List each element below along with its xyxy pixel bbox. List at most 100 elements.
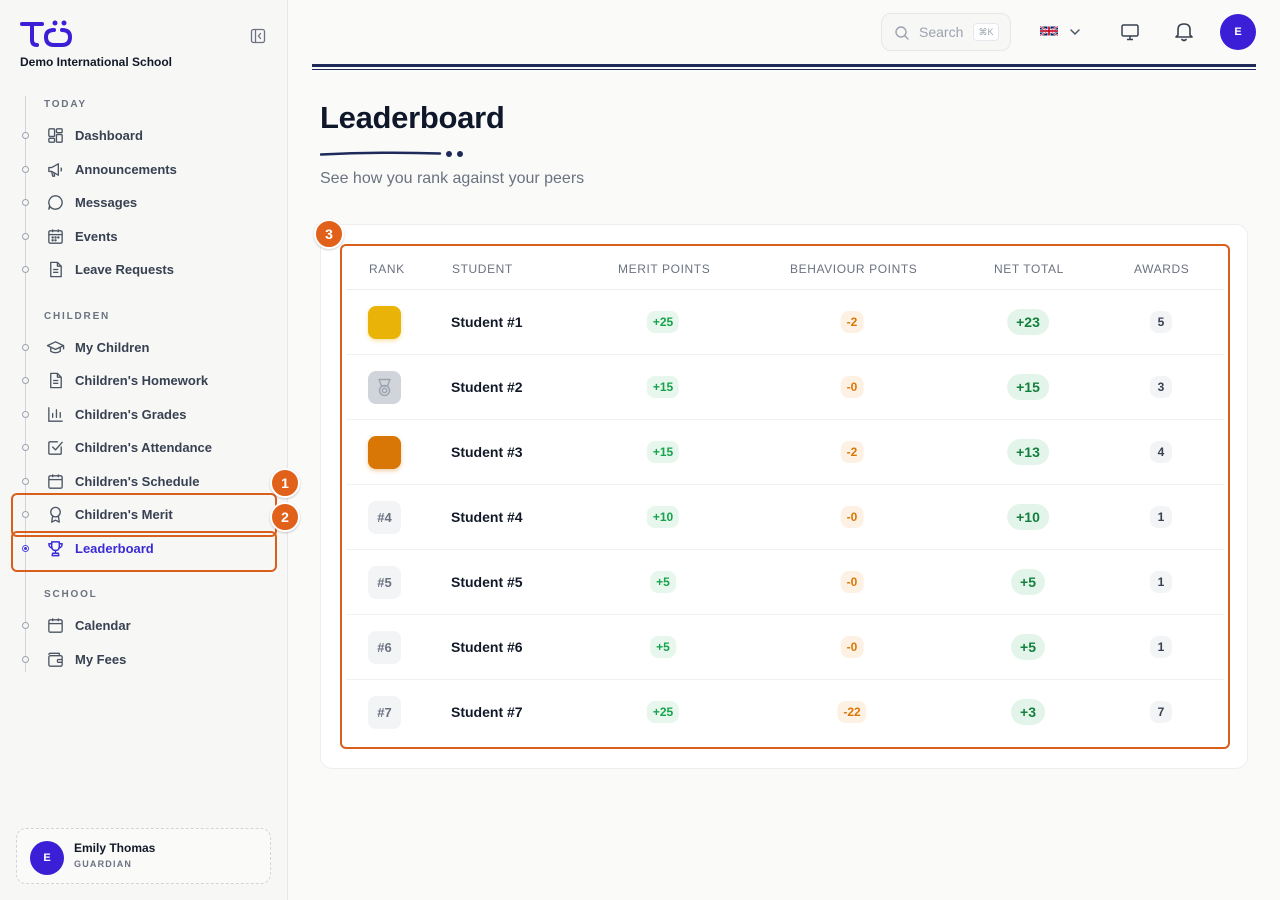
merit-points: +10 (646, 506, 680, 528)
chevron-down-icon (1070, 29, 1080, 36)
table-row: #7 Student #7 +25 -22 +3 7 (346, 680, 1224, 745)
merit-points: +5 (650, 636, 676, 658)
awards-count: 1 (1150, 506, 1172, 528)
awards-count: 5 (1150, 311, 1172, 333)
nav-bullet (22, 510, 29, 518)
header-divider (312, 64, 1256, 67)
sidebar-item-label: Dashboard (75, 127, 143, 143)
column-header-student: STUDENT (452, 262, 513, 276)
sidebar-item-my-children[interactable]: My Children (0, 332, 288, 362)
gold-medal-badge (368, 306, 401, 339)
sidebar-item-calendar[interactable]: Calendar (0, 610, 288, 640)
merit-points: +15 (646, 376, 680, 398)
sidebar-item-my-fees[interactable]: My Fees (0, 644, 288, 674)
merit-points: +5 (650, 571, 676, 593)
awards-count: 1 (1150, 636, 1172, 658)
award-icon (50, 506, 61, 523)
nav-bullet (22, 198, 29, 206)
school-logo (20, 20, 73, 47)
sidebar-item-label: Children's Merit (75, 506, 173, 522)
net-total: +15 (1007, 374, 1049, 400)
graduation-cap-icon (46, 340, 65, 353)
bell-icon[interactable] (1173, 20, 1195, 42)
sidebar-item-label: Leave Requests (75, 261, 174, 277)
section-label-today: TODAY (44, 99, 87, 110)
nav-bullet (22, 655, 29, 663)
document-icon (50, 372, 62, 388)
sidebar-item-label: Children's Grades (75, 406, 187, 422)
nav-bullet (22, 131, 29, 139)
nav-rail (25, 96, 26, 672)
rank-badge: #7 (368, 696, 401, 729)
net-total: +3 (1011, 699, 1045, 725)
student-name: Student #6 (451, 639, 523, 655)
sidebar-item-leaderboard[interactable]: Leaderboard (0, 533, 288, 563)
document-icon (50, 261, 62, 277)
sidebar-item-label: Leaderboard (75, 540, 154, 556)
avatar: E (30, 841, 64, 875)
search-input[interactable]: Search ⌘K (881, 13, 1011, 51)
school-name: Demo International School (20, 55, 173, 69)
sidebar-item-label: Events (75, 228, 118, 244)
student-name: Student #3 (451, 444, 523, 460)
awards-count: 3 (1150, 376, 1172, 398)
bronze-medal-badge (368, 436, 401, 469)
merit-points: +15 (646, 441, 680, 463)
nav-bullet (22, 376, 29, 384)
student-name: Student #7 (451, 704, 523, 720)
rank-badge: #4 (368, 501, 401, 534)
sidebar-item-label: Messages (75, 194, 138, 210)
student-name: Student #1 (451, 314, 523, 330)
rank-badge: #5 (368, 566, 401, 599)
language-selector[interactable] (1038, 22, 1086, 42)
sidebar-item-events[interactable]: Events (0, 221, 288, 251)
user-role: GUARDIAN (74, 859, 133, 869)
sidebar-item-childrens-schedule[interactable]: Children's Schedule (0, 466, 288, 496)
checkbox-icon (48, 440, 63, 455)
student-name: Student #2 (451, 379, 523, 395)
calendar-grid-icon (48, 228, 63, 244)
table-row: Student #1 +25 -2 +23 5 (346, 290, 1224, 355)
sidebar-item-childrens-grades[interactable]: Children's Grades (0, 399, 288, 429)
sidebar-item-dashboard[interactable]: Dashboard (0, 120, 288, 150)
page-subtitle: See how you rank against your peers (320, 170, 585, 187)
table-header: RANK STUDENT MERIT POINTS BEHAVIOUR POIN… (346, 248, 1224, 290)
nav-bullet (22, 443, 29, 451)
user-name: Emily Thomas (74, 841, 156, 855)
annotation-badge-3: 3 (314, 219, 344, 249)
column-header-awards: AWARDS (1134, 262, 1190, 276)
behaviour-points: -0 (840, 571, 864, 593)
sidebar-item-messages[interactable]: Messages (0, 187, 288, 217)
table-row: #4 Student #4 +10 -0 +10 1 (346, 485, 1224, 550)
collapse-sidebar-icon[interactable] (250, 28, 266, 44)
sidebar-item-label: My Fees (75, 651, 127, 667)
sidebar: Demo International School TODAY Dashboar… (0, 0, 288, 900)
user-profile-card[interactable]: E Emily Thomas GUARDIAN (16, 828, 271, 884)
annotation-badge-2: 2 (270, 502, 300, 532)
table-row: Student #2 +15 -0 +15 3 (346, 355, 1224, 420)
sidebar-item-announcements[interactable]: Announcements (0, 154, 288, 184)
sidebar-item-childrens-homework[interactable]: Children's Homework (0, 365, 288, 395)
sidebar-item-label: Children's Schedule (75, 473, 200, 489)
sidebar-item-label: Calendar (75, 617, 131, 633)
sidebar-item-label: Children's Homework (75, 372, 209, 388)
net-total: +5 (1011, 569, 1045, 595)
student-name: Student #4 (451, 509, 523, 525)
sidebar-item-label: My Children (75, 339, 150, 355)
avatar[interactable]: E (1220, 14, 1256, 50)
leaderboard-card (320, 224, 1248, 769)
title-underline-decoration (320, 151, 463, 157)
uk-flag-icon (1040, 25, 1058, 37)
table-row: Student #3 +15 -2 +13 4 (346, 420, 1224, 485)
behaviour-points: -2 (840, 311, 864, 333)
monitor-icon[interactable] (1119, 21, 1141, 43)
student-name: Student #5 (451, 574, 523, 590)
nav-bullet-active (22, 544, 29, 552)
sidebar-item-leave-requests[interactable]: Leave Requests (0, 254, 288, 284)
keyboard-shortcut: ⌘K (973, 23, 999, 41)
column-header-net-total: NET TOTAL (994, 262, 1064, 276)
sidebar-item-childrens-attendance[interactable]: Children's Attendance (0, 432, 288, 462)
awards-count: 1 (1150, 571, 1172, 593)
awards-count: 4 (1150, 441, 1172, 463)
sidebar-item-childrens-merit[interactable]: Children's Merit (0, 499, 288, 529)
